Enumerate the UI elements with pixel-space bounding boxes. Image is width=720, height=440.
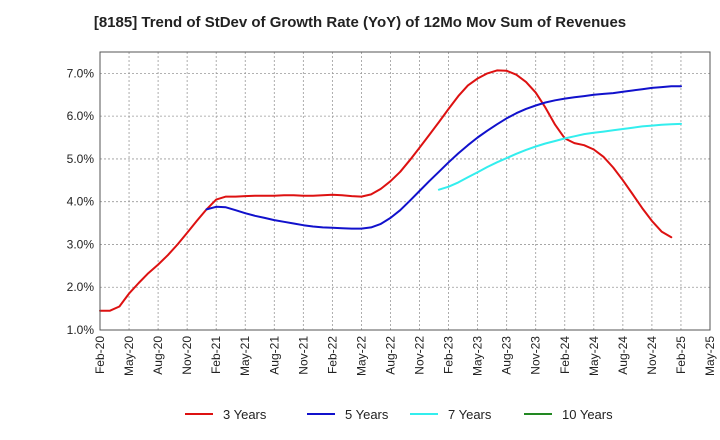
legend-label: 7 Years: [448, 407, 492, 422]
y-tick-label: 1.0%: [67, 323, 95, 337]
legend: 3 Years 5 Years 7 Years 10 Years: [185, 407, 613, 422]
x-tick-label: Nov-22: [413, 336, 427, 375]
x-tick-label: May-24: [587, 336, 601, 376]
x-tick-label: Feb-23: [442, 336, 456, 374]
series-line-7-years: [437, 122, 682, 191]
legend-label: 5 Years: [345, 407, 389, 422]
y-tick-label: 4.0%: [67, 195, 95, 209]
x-tick-label: Aug-23: [500, 336, 514, 375]
x-tick-label: May-22: [354, 336, 368, 376]
x-tick-label: May-20: [122, 336, 136, 376]
x-tick-label: May-21: [238, 336, 252, 376]
x-tick-label: Feb-25: [674, 336, 688, 374]
y-axis: 1.0% 2.0% 3.0% 4.0% 5.0% 6.0% 7.0%: [67, 66, 95, 337]
legend-label: 10 Years: [562, 407, 613, 422]
series-line-3-years: [99, 69, 673, 312]
y-tick-label: 6.0%: [67, 109, 95, 123]
x-tick-label: Feb-22: [325, 336, 339, 374]
plot-frame: [99, 51, 711, 331]
x-tick-label: Aug-20: [151, 336, 165, 375]
x-tick-label: Feb-24: [558, 336, 572, 374]
y-tick-label: 2.0%: [67, 280, 95, 294]
series-line-5-years: [205, 85, 682, 230]
x-tick-label: Nov-23: [529, 336, 543, 375]
series-lines: [99, 69, 682, 312]
y-tick-label: 5.0%: [67, 152, 95, 166]
y-tick-label: 3.0%: [67, 237, 95, 251]
x-tick-label: Feb-21: [209, 336, 223, 374]
x-tick-label: Feb-20: [93, 336, 107, 374]
x-tick-label: Nov-20: [180, 336, 194, 375]
legend-label: 3 Years: [223, 407, 267, 422]
x-tick-label: Aug-21: [267, 336, 281, 375]
x-tick-label: Aug-22: [383, 336, 397, 375]
chart-title: [8185] Trend of StDev of Growth Rate (Yo…: [93, 14, 627, 31]
x-tick-label: May-25: [703, 336, 717, 376]
x-tick-label: Aug-24: [616, 336, 630, 375]
x-tick-label: May-23: [471, 336, 485, 376]
x-tick-label: Nov-24: [645, 336, 659, 375]
plot-area: [100, 52, 710, 330]
x-axis: Feb-20 May-20 Aug-20 Nov-20 Feb-21 May-21 Aug-…: [93, 336, 717, 376]
x-tick-label: Nov-21: [296, 336, 310, 375]
y-tick-label: 7.0%: [67, 66, 95, 80]
